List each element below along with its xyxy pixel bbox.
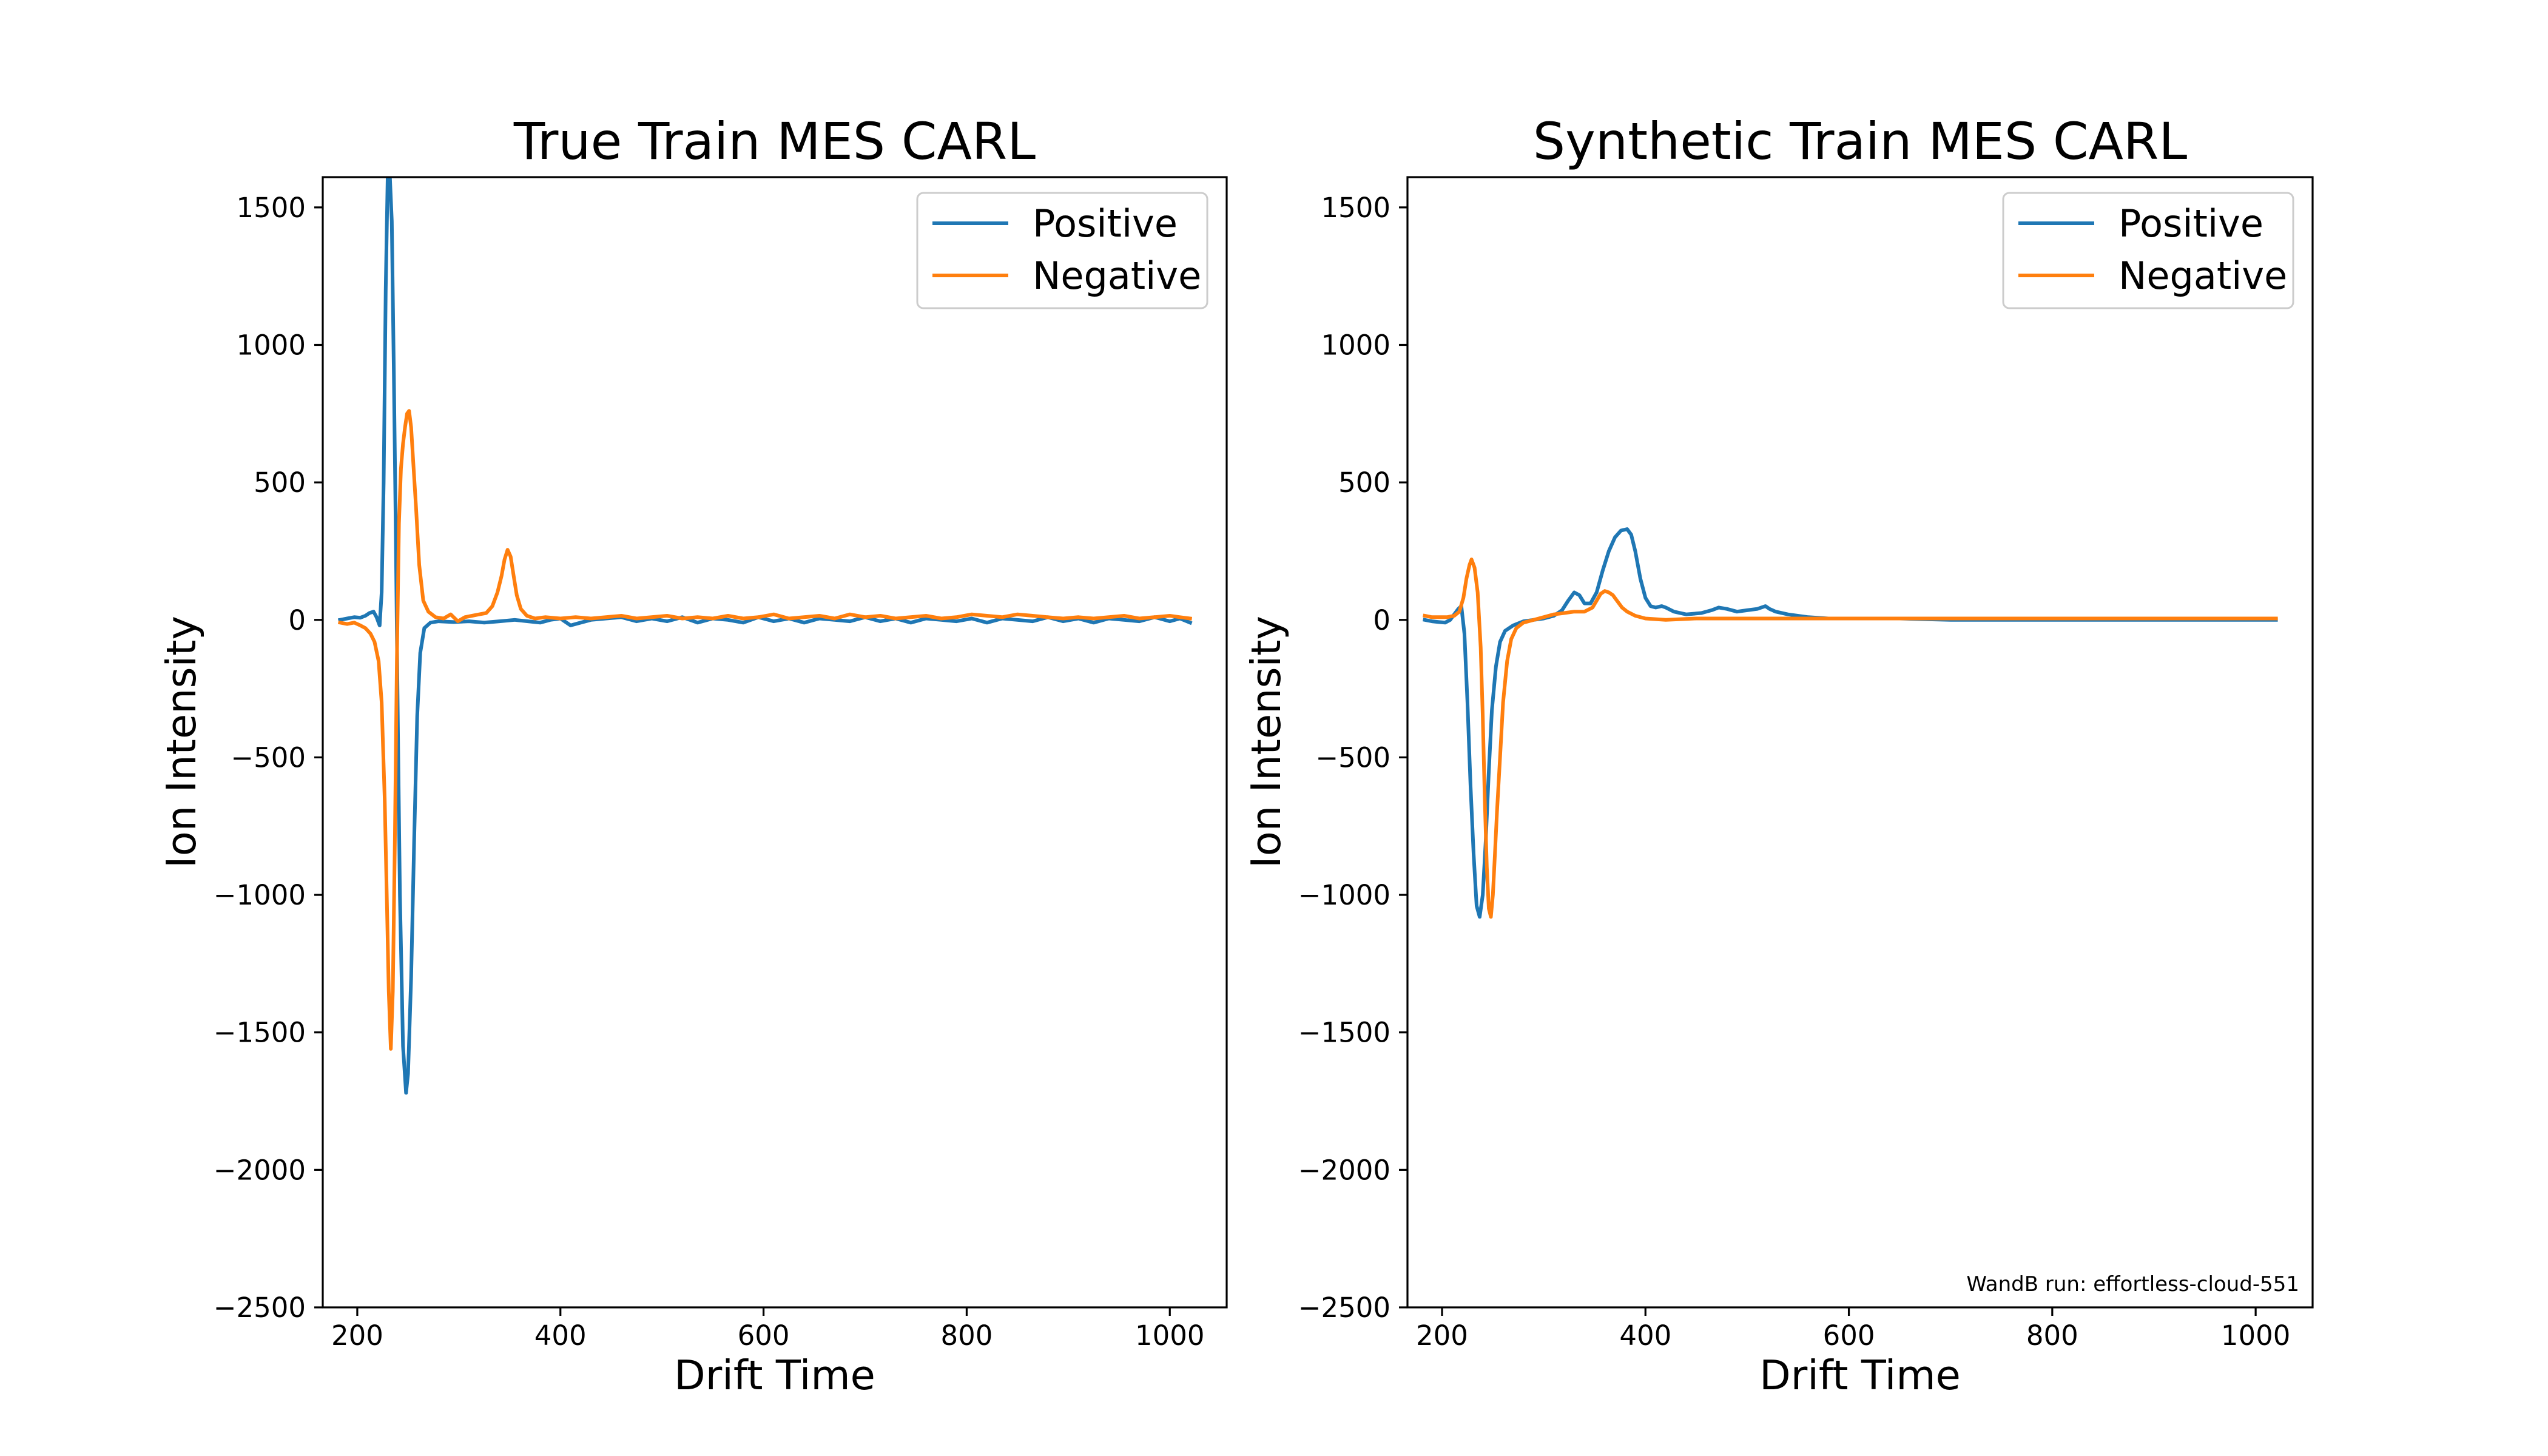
x-tick-label: 600 [738, 1320, 790, 1352]
y-tick-label: 1500 [1321, 192, 1390, 224]
x-tick-label: 800 [2026, 1320, 2078, 1352]
y-tick-label: −2000 [214, 1154, 306, 1186]
y-tick-label: −500 [231, 741, 306, 774]
y-tick-label: −2500 [214, 1292, 306, 1324]
plot-frame [322, 176, 1228, 1309]
y-tick-label: 500 [1338, 467, 1390, 499]
legend-label-negative: Negative [1033, 254, 1201, 298]
x-axis-label: Drift Time [674, 1352, 875, 1399]
y-tick-label: 0 [1373, 604, 1390, 636]
x-tick-label: 1000 [1135, 1320, 1205, 1352]
x-tick-label: 1000 [2221, 1320, 2291, 1352]
legend-label-negative: Negative [2118, 254, 2287, 298]
plot-true-train: True Train MES CARL 200 400 600 800 1000 −25… [158, 112, 1228, 1399]
y-tick-label: −1000 [1298, 879, 1390, 911]
x-axis-ticks: 200 400 600 800 1000 [1416, 1307, 2290, 1352]
series-line-negative [337, 409, 1193, 1051]
y-tick-label: −1500 [1298, 1017, 1390, 1049]
legend: Positive Negative [2002, 192, 2294, 309]
y-tick-label: 1000 [236, 329, 306, 362]
y-axis-ticks: −2500 −2000 −1500 −1000 −500 0 500 1000 1500 [214, 192, 323, 1324]
plot-frame [1406, 176, 2314, 1309]
y-axis-label: Ion Intensity [158, 616, 205, 868]
x-tick-label: 400 [1619, 1320, 1671, 1352]
y-tick-label: −2000 [1298, 1154, 1390, 1186]
y-tick-label: −500 [1315, 741, 1390, 774]
x-tick-label: 200 [331, 1320, 383, 1352]
legend-label-positive: Positive [1033, 201, 1178, 246]
plot-title: True Train MES CARL [513, 112, 1036, 171]
plot-title: Synthetic Train MES CARL [1533, 112, 2188, 171]
legend: Positive Negative [916, 192, 1208, 309]
wandb-run-annotation: WandB run: effortless-cloud-551 [1966, 1272, 2299, 1296]
series-line-positive [1422, 527, 2278, 919]
x-tick-label: 800 [940, 1320, 993, 1352]
y-tick-label: −1500 [214, 1017, 306, 1049]
y-axis-ticks: −2500 −2000 −1500 −1000 −500 0 500 1000 1500 [1298, 192, 1407, 1324]
y-tick-label: −2500 [1298, 1292, 1390, 1324]
x-tick-label: 200 [1416, 1320, 1468, 1352]
series-line-negative [1422, 558, 2278, 919]
y-axis-label: Ion Intensity [1242, 616, 1290, 868]
legend-label-positive: Positive [2118, 201, 2263, 246]
x-tick-label: 600 [1823, 1320, 1875, 1352]
y-tick-label: 0 [288, 604, 306, 636]
x-axis-label: Drift Time [1759, 1352, 1961, 1399]
x-axis-ticks: 200 400 600 800 1000 [331, 1307, 1205, 1352]
x-tick-label: 400 [534, 1320, 587, 1352]
plot-synthetic-train: Synthetic Train MES CARL 200 400 600 800 100… [1242, 112, 2314, 1399]
y-tick-label: 1000 [1321, 329, 1390, 362]
y-tick-label: −1000 [214, 879, 306, 911]
series-layer [337, 177, 1193, 1095]
y-tick-label: 1500 [236, 192, 306, 224]
y-tick-label: 500 [254, 467, 306, 499]
series-layer [1422, 527, 2278, 919]
